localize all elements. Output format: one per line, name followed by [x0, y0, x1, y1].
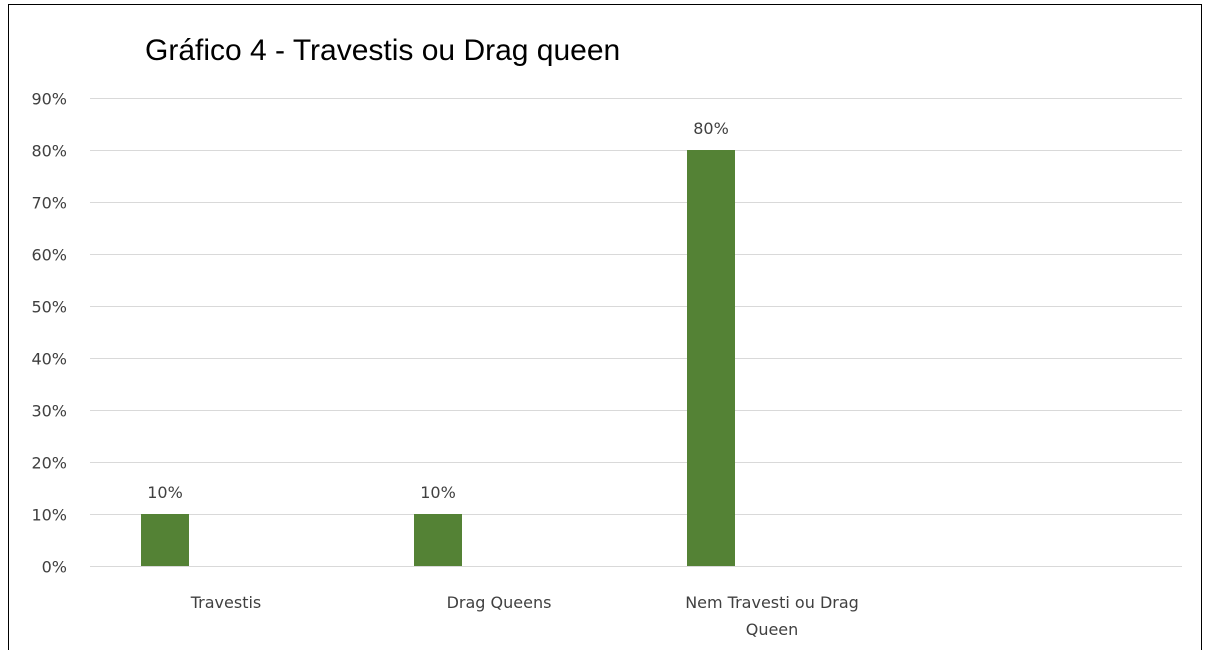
x-category-label: Queen	[746, 620, 799, 639]
y-tick-label: 60%	[31, 246, 67, 265]
y-axis-tick-labels: 0% 10% 20% 30% 40% 50% 60% 70% 80% 90%	[31, 90, 67, 577]
y-tick-label: 90%	[31, 90, 67, 109]
data-label: 10%	[147, 483, 183, 502]
y-tick-label: 80%	[31, 142, 67, 161]
y-tick-label: 70%	[31, 194, 67, 213]
data-label: 80%	[693, 119, 729, 138]
x-category-label: Travestis	[190, 593, 262, 612]
bars	[141, 150, 735, 566]
bar	[141, 514, 189, 566]
gridlines	[90, 98, 1182, 567]
x-category-label: Drag Queens	[447, 593, 552, 612]
data-label: 10%	[420, 483, 456, 502]
chart-title: Gráfico 4 - Travestis ou Drag queen	[145, 34, 620, 67]
y-tick-label: 40%	[31, 350, 67, 369]
bar	[414, 514, 462, 566]
y-tick-label: 10%	[31, 506, 67, 525]
bar	[687, 150, 735, 566]
x-category-label: Nem Travesti ou Drag	[685, 593, 859, 612]
x-axis-category-labels: Travestis Drag Queens Nem Travesti ou Drag…	[190, 593, 859, 639]
y-tick-label: 20%	[31, 454, 67, 473]
y-tick-label: 30%	[31, 402, 67, 421]
y-tick-label: 50%	[31, 298, 67, 317]
data-labels: 10% 10% 80%	[147, 119, 729, 502]
y-tick-label: 0%	[42, 558, 67, 577]
